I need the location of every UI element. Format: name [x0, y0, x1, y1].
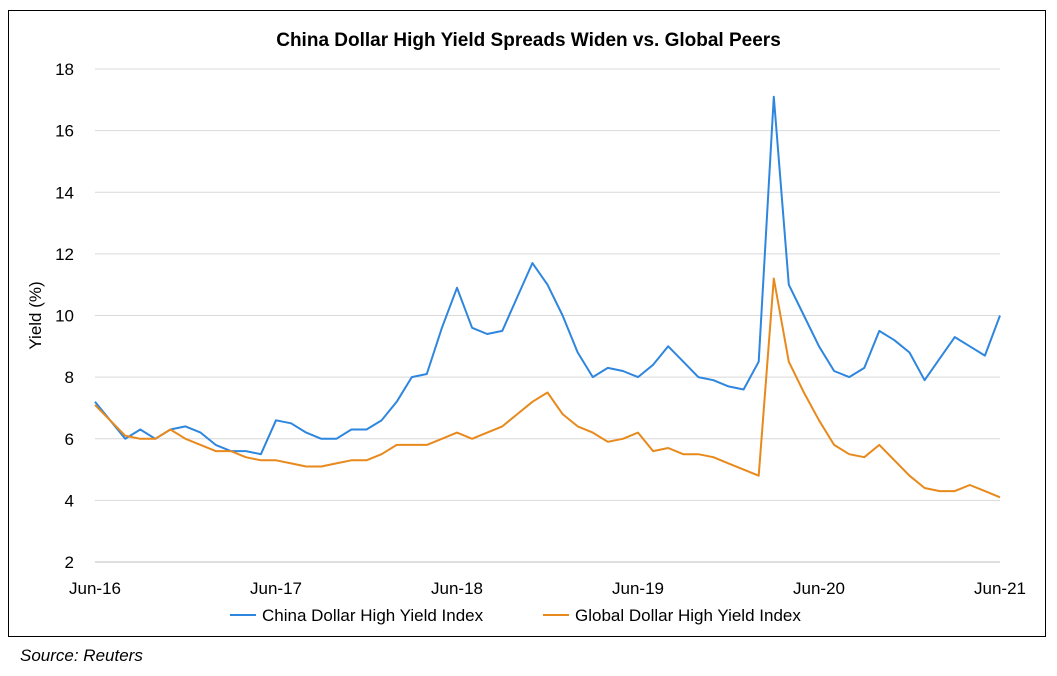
y-tick-label: 18	[55, 60, 74, 79]
x-tick-label: Jun-20	[793, 579, 845, 598]
x-axis-tick-labels: Jun-16 Jun-17 Jun-18 Jun-19 Jun-20 Jun-21	[69, 579, 1026, 598]
y-tick-label: 6	[65, 430, 74, 449]
gridlines	[95, 68, 1000, 501]
y-axis-tick-labels: 2 4 6 8 10 12 14 16 18	[55, 60, 74, 572]
source-note: Source: Reuters	[20, 646, 143, 665]
chart-frame	[8, 10, 1046, 637]
y-tick-label: 8	[65, 368, 74, 387]
y-tick-label: 4	[65, 491, 74, 510]
x-tick-label: Jun-18	[431, 579, 483, 598]
series-line-china	[94, 95, 1001, 456]
y-tick-label: 16	[55, 122, 74, 141]
legend: China Dollar High Yield Index Global Doll…	[230, 606, 801, 625]
x-tick-label: Jun-19	[612, 579, 664, 598]
legend-label: China Dollar High Yield Index	[262, 606, 484, 625]
y-tick-label: 2	[65, 553, 74, 572]
y-axis-label: Yield (%)	[26, 281, 45, 349]
y-tick-label: 10	[55, 307, 74, 326]
x-tick-label: Jun-21	[974, 579, 1026, 598]
chart-title: China Dollar High Yield Spreads Widen vs…	[276, 30, 781, 51]
legend-label: Global Dollar High Yield Index	[575, 606, 801, 625]
y-tick-label: 12	[55, 245, 74, 264]
x-tick-label: Jun-16	[69, 579, 121, 598]
series-line-global	[94, 277, 1001, 499]
x-tick-label: Jun-17	[250, 579, 302, 598]
series-lines	[94, 95, 1001, 499]
y-tick-label: 14	[55, 183, 74, 202]
